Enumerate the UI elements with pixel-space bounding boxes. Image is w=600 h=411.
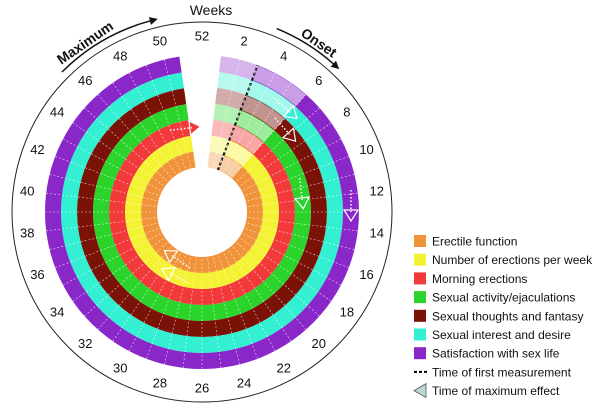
week-tick-label: 36 (30, 267, 44, 282)
legend-label-erectile-function: Erectile function (432, 235, 517, 249)
maximum-arrowhead (148, 17, 158, 25)
legend-swatch-morning-erections (414, 272, 426, 285)
maximum-effect-arrow-sexual-interest-and-desire (282, 104, 298, 120)
week-tick-label: 42 (30, 142, 44, 157)
week-tick-label: 52 (195, 29, 209, 44)
legend-label-number-of-erections-per-week: Number of erections per week (432, 253, 593, 267)
week-tick-label: 24 (237, 375, 251, 390)
legend-label-time-of-maximum-effect: Time of maximum effect (432, 384, 560, 398)
onset-arrowhead (330, 60, 340, 70)
week-tick-label: 34 (50, 304, 64, 319)
onset-region-sexual-activity-ejaculations (235, 110, 274, 143)
pre-measurement-sexual-interest-and-desire (217, 72, 252, 96)
outer-circle (11, 21, 393, 403)
maximum-effect-arrow-morning-erections (188, 119, 202, 136)
legend-label-sexual-thoughts-and-fantasy: Sexual thoughts and fantasy (432, 309, 583, 323)
legend-swatch-satisfaction-with-sex-life (414, 347, 426, 360)
week-tick-label: 40 (20, 183, 34, 198)
week-tick-label: 38 (20, 226, 34, 241)
onset-region-erectile-function (218, 155, 243, 178)
week-tick-label: 4 (280, 49, 287, 64)
week-tick-label: 6 (315, 73, 322, 88)
maximum-label: Maximum (54, 18, 116, 68)
onset-region-sexual-interest-and-desire (246, 80, 296, 119)
legend-swatch-sexual-activity-ejaculations (414, 291, 426, 304)
week-tick-label: 44 (50, 105, 64, 120)
maximum-effect-tail (298, 177, 304, 200)
maximum-effect-arrow-satisfaction-with-sex-life (342, 209, 360, 223)
week-tick-labels-group: 2468101214161820222426283032343638404244… (11, 21, 393, 403)
legend-label-morning-erections: Morning erections (432, 272, 527, 286)
pre-measurement-satisfaction-with-sex-life (218, 56, 258, 81)
maximum-effect-arrows-group (160, 97, 360, 284)
maximum-effect-tail (171, 255, 191, 269)
maximum-effect-arrow-sexual-thoughts-and-fantasy (281, 127, 297, 142)
legend-label-time-of-first-measurement: Time of first measurement (432, 365, 572, 379)
maximum-effect-arrow-sexual-activity-ejaculations (293, 196, 310, 210)
pre-measurement-sexual-activity-ejaculations (213, 103, 241, 126)
week-tick-label: 10 (359, 142, 373, 157)
legend-arrow-time-of-maximum-effect (413, 382, 427, 399)
week-tick-label: 16 (359, 267, 373, 282)
week-tick-label: 28 (153, 375, 167, 390)
week-tick-label: 48 (113, 49, 127, 64)
pre-measurement-sexual-thoughts-and-fantasy (215, 87, 247, 111)
week-tick-label: 22 (277, 360, 291, 375)
pre-measurement-morning-erections (211, 119, 235, 141)
maximum-effect-tail (273, 97, 291, 114)
legend-swatch-sexual-thoughts-and-fantasy (414, 309, 426, 322)
legend-swatch-erectile-function (414, 235, 426, 247)
maximum-effect-tail (169, 272, 190, 284)
legend-swatch-number-of-erections-per-week (414, 253, 426, 266)
rings-group (45, 56, 359, 370)
onset-region-satisfaction-with-sex-life (252, 65, 306, 107)
week-tick-label: 50 (153, 34, 167, 49)
maximum-arc (61, 20, 151, 73)
week-tick-label: 18 (340, 304, 354, 319)
week-tick-label: 46 (78, 73, 92, 88)
legend-label-satisfaction-with-sex-life: Satisfaction with sex life (432, 347, 560, 361)
maximum-effect-arrow-number-of-erections-per-week (160, 267, 176, 282)
onset-region-morning-erections (229, 125, 264, 154)
ring-erectile-function (141, 151, 263, 273)
maximum-effect-tail (169, 126, 192, 132)
week-tick-label: 30 (113, 360, 127, 375)
onset-arc (276, 27, 334, 65)
onset-region-number-of-erections-per-week (223, 140, 253, 166)
week-tick-label: 12 (369, 183, 383, 198)
maximum-effect-tail (274, 117, 291, 135)
week-tick-label: 8 (343, 105, 350, 120)
chart-title: Weeks (190, 2, 233, 18)
legend: Erectile function Number of erections per… (413, 235, 593, 399)
legend-label-sexual-activity-ejaculations: Sexual activity/ejaculations (432, 291, 575, 305)
maximum-effect-arrow-erectile-function (163, 249, 179, 264)
pre-measurement-number-of-erections-per-week (209, 135, 230, 155)
pre-measurement-erectile-function (207, 151, 224, 170)
week-tick-label: 26 (195, 381, 209, 396)
legend-label-sexual-interest-and-desire: Sexual interest and desire (432, 328, 571, 342)
onset-overlays-group (207, 56, 306, 178)
week-tick-label: 2 (241, 34, 248, 49)
legend-swatch-sexual-interest-and-desire (414, 328, 426, 341)
onset-region-sexual-thoughts-and-fantasy (240, 95, 285, 131)
week-tick-label: 20 (311, 336, 325, 351)
week-tick-label: 14 (369, 226, 383, 241)
week-tick-label: 32 (78, 336, 92, 351)
